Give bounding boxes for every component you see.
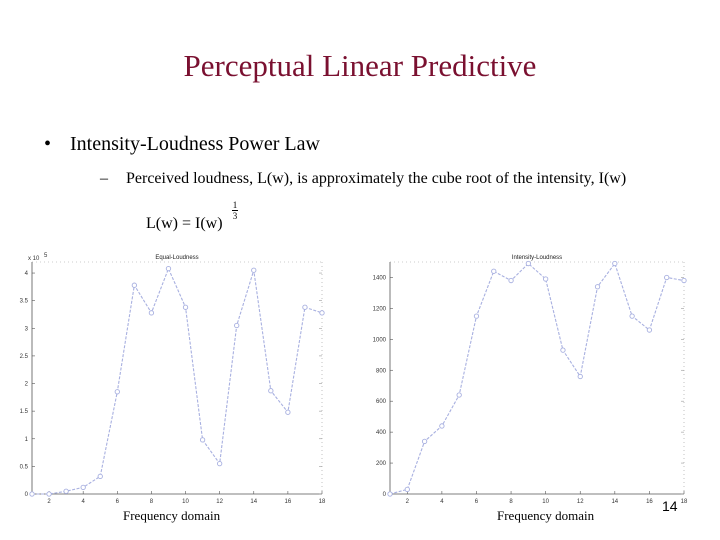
y-tick-label: 4 — [25, 271, 29, 277]
y-tick-label: 200 — [376, 461, 387, 467]
x-tick-label: 16 — [646, 499, 653, 505]
data-point — [473, 313, 480, 319]
y-tick-label: 2 — [25, 382, 29, 388]
data-point — [131, 282, 138, 288]
data-point — [646, 327, 653, 333]
x-tick-label: 10 — [542, 499, 549, 505]
y-tick-label: 1400 — [373, 275, 387, 281]
y-tick-label: 0 — [25, 492, 29, 498]
y-tick-label: 1 — [25, 437, 29, 443]
x-tick-label: 8 — [150, 499, 154, 505]
x-tick-label: 4 — [82, 499, 86, 505]
data-point — [387, 491, 393, 497]
x-tick-label: 12 — [216, 499, 223, 505]
data-point — [199, 437, 206, 443]
data-point — [80, 484, 86, 491]
y-tick-label: 3 — [25, 326, 29, 332]
x-tick-label: 12 — [577, 499, 584, 505]
y-tick-label: 1.5 — [20, 409, 29, 415]
data-point — [148, 310, 155, 316]
x-tick-label: 2 — [47, 499, 51, 505]
x-tick-label: 6 — [475, 499, 479, 505]
series-line — [389, 262, 685, 495]
y-tick-label: 800 — [376, 368, 387, 374]
data-point — [165, 265, 172, 272]
data-point — [319, 310, 325, 316]
data-point — [97, 473, 103, 479]
y-tick-label: 0 — [383, 492, 387, 498]
page-number: 14 — [662, 498, 678, 514]
series-line — [32, 267, 323, 495]
data-point — [404, 486, 410, 493]
bullet-text: Intensity-Loudness Power Law — [70, 133, 320, 155]
x-tick-label: 16 — [285, 499, 292, 505]
data-point — [302, 304, 308, 310]
data-point — [560, 347, 566, 353]
y-tick-label: 2.5 — [20, 354, 29, 360]
data-point — [114, 389, 120, 395]
y-tick-label: 400 — [376, 430, 387, 436]
data-point — [63, 488, 69, 494]
y-tick-label: 0.5 — [20, 464, 29, 470]
sub-bullet-text: Perceived loudness, L(w), is approximate… — [126, 170, 627, 187]
x-tick-label: 18 — [319, 499, 326, 505]
formula-exponent: 1 3 — [232, 200, 238, 221]
left-x-caption: Frequency domain — [123, 508, 221, 523]
power-law-formula: L(w) = I(w) 1 3 — [146, 201, 238, 233]
equal-loudness-chart: Equal-Loudness x 10 5 0 0.5 1 1.5 2 2.5 3 3.5 4 2 4 6 8… — [10, 248, 330, 510]
data-point — [216, 460, 223, 467]
x-tick-label: 18 — [681, 499, 688, 505]
bullet-intensity-loudness: • Intensity-Loudness Power Law — [44, 133, 320, 156]
x-tick-label: 14 — [250, 499, 257, 505]
bullet-marker: • — [44, 133, 52, 155]
x-tick-label: 8 — [509, 499, 513, 505]
formula-exponent-denominator: 3 — [232, 211, 238, 221]
formula-text: L(w) = I(w) — [146, 215, 223, 232]
intensity-loudness-plot: Intensity-Loudness 0 200 400 600 800 1000 1200 1… — [373, 255, 688, 505]
chart-title: Equal-Loudness — [155, 255, 198, 261]
data-point — [285, 409, 291, 415]
data-point — [182, 304, 189, 310]
data-point — [46, 491, 52, 497]
data-point — [664, 274, 670, 281]
x-tick-label: 14 — [611, 499, 618, 505]
y-tick-label: 1200 — [373, 306, 387, 312]
data-point — [491, 268, 497, 274]
data-point — [268, 388, 274, 394]
x-tick-label: 10 — [182, 499, 189, 505]
sub-bullet-marker: – — [100, 170, 108, 187]
slide-title: Perceptual Linear Predictive — [183, 48, 537, 83]
data-point — [542, 276, 549, 282]
y-tick-label: 3.5 — [20, 299, 29, 305]
data-point — [421, 438, 428, 445]
data-point — [577, 373, 583, 380]
data-point — [439, 423, 445, 429]
data-point — [594, 284, 601, 290]
data-point — [681, 277, 687, 284]
data-point — [629, 313, 635, 319]
data-point — [508, 277, 514, 284]
data-point — [234, 322, 240, 329]
data-point — [29, 491, 35, 497]
chart-title: Intensity-Loudness — [512, 255, 562, 261]
data-point — [612, 260, 618, 267]
data-point — [525, 260, 532, 267]
x-tick-label: 6 — [116, 499, 120, 505]
right-x-caption: Frequency domain — [497, 508, 595, 523]
data-point — [251, 267, 257, 273]
y-tick-label: 600 — [376, 399, 387, 405]
formula-exponent-numerator: 1 — [232, 200, 238, 210]
intensity-loudness-chart: Intensity-Loudness 0 200 400 600 800 1000 1200 1… — [362, 248, 692, 510]
equal-loudness-plot: Equal-Loudness x 10 5 0 0.5 1 1.5 2 2.5 3 3.5 4 2 4 6 8… — [20, 253, 326, 505]
data-point — [456, 392, 462, 398]
x-tick-label: 2 — [406, 499, 410, 505]
x-tick-label: 4 — [440, 499, 444, 505]
y-exponent-label: x 10 — [28, 256, 40, 262]
sub-bullet-perceived-loudness: – Perceived loudness, L(w), is approximat… — [100, 170, 626, 188]
y-exponent-power: 5 — [44, 253, 48, 259]
y-tick-label: 1000 — [373, 337, 387, 343]
